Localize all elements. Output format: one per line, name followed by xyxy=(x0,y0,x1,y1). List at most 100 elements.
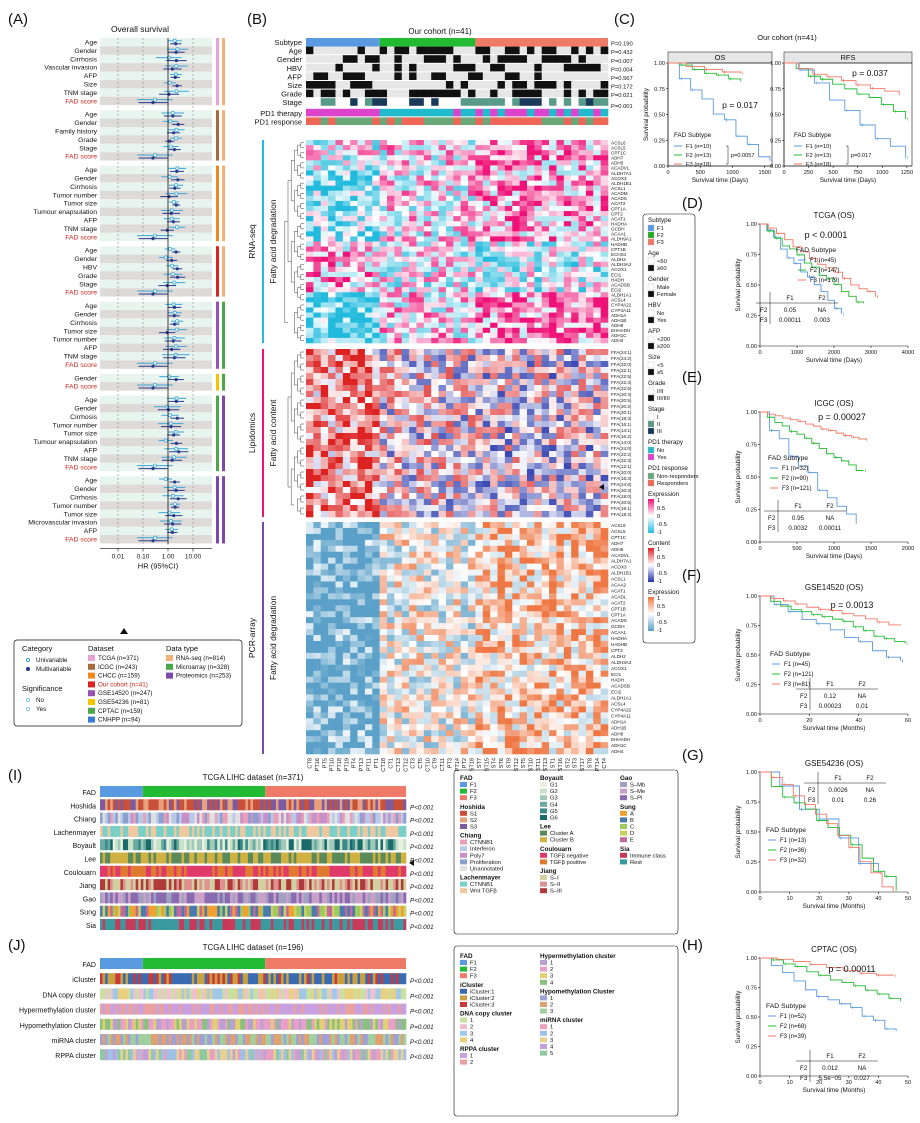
annot-cell xyxy=(431,46,439,55)
pcr-cell xyxy=(475,640,484,648)
rna-cell xyxy=(593,302,601,308)
forest-row-bg xyxy=(100,454,212,463)
rna-cell xyxy=(372,170,380,176)
rna-cell xyxy=(372,155,380,161)
forest-row-bg xyxy=(100,484,212,493)
lipid-cell xyxy=(526,481,535,488)
rna-cell xyxy=(394,180,403,186)
rna-cell xyxy=(571,170,579,176)
lipid-cell xyxy=(563,349,572,356)
annot-cell xyxy=(571,117,579,125)
rna-cell xyxy=(372,297,380,303)
annot-cell xyxy=(320,89,329,98)
pcr-cell xyxy=(364,629,373,636)
lipid-cell xyxy=(313,367,322,374)
pcr-cell xyxy=(350,676,358,683)
pcr-cell xyxy=(504,706,513,713)
lipid-cell xyxy=(372,505,380,512)
rna-cell xyxy=(350,246,358,252)
annot-cell xyxy=(364,72,373,80)
lipid-cell xyxy=(423,439,432,446)
annot-cell xyxy=(320,108,329,117)
lipid-cell xyxy=(556,487,565,494)
pcr-cell xyxy=(342,611,351,618)
rna-cell xyxy=(445,195,454,202)
rna-cell xyxy=(372,337,380,344)
rna-cell xyxy=(335,216,344,222)
rna-cell xyxy=(438,322,447,329)
pcr-cell xyxy=(350,575,358,582)
rna-cell xyxy=(504,231,513,237)
rna-cell xyxy=(372,175,380,181)
pcr-cell xyxy=(320,569,329,576)
rna-cell xyxy=(342,317,351,323)
pcr-cell xyxy=(593,587,601,594)
rna-cell xyxy=(409,170,417,176)
lipid-cell xyxy=(571,511,579,518)
rna-cell xyxy=(556,241,565,247)
rna-cell xyxy=(526,246,535,252)
lipid-cell xyxy=(306,349,314,356)
lipid-cell xyxy=(438,427,447,434)
lipid-cell xyxy=(504,493,513,500)
dataset-bar xyxy=(216,476,219,544)
rna-cell xyxy=(401,277,410,283)
rna-cell xyxy=(453,332,461,339)
rna-cell xyxy=(585,322,594,329)
rna-cell xyxy=(600,251,609,258)
pcr-cell xyxy=(482,575,491,582)
rna-cell xyxy=(549,307,557,313)
pcr-cell xyxy=(445,539,454,547)
hr-point xyxy=(152,463,157,468)
pcr-cell xyxy=(593,539,601,547)
pcr-cell xyxy=(490,694,498,701)
lipid-cell xyxy=(342,391,351,398)
rna-cell xyxy=(490,160,498,166)
pcr-cell xyxy=(490,539,498,547)
lipid-cell xyxy=(445,505,454,512)
lipid-cell xyxy=(320,463,329,470)
rna-cell xyxy=(350,236,358,242)
pcr-cell xyxy=(541,569,550,576)
lipid-cell xyxy=(416,439,425,446)
pcr-cell xyxy=(438,611,447,618)
rna-cell xyxy=(504,271,513,278)
rna-cell xyxy=(387,185,395,192)
rna-cell xyxy=(379,205,388,212)
annot-cell xyxy=(409,81,417,89)
annot-cell xyxy=(372,89,380,98)
pcr-cell xyxy=(350,581,358,588)
rna-cell xyxy=(357,175,366,181)
lipid-cell xyxy=(394,415,403,422)
pcr-cell xyxy=(512,533,520,541)
pcr-cell xyxy=(306,706,314,713)
rna-cell xyxy=(387,175,395,181)
pcr-cell xyxy=(556,694,565,701)
pcr-cell xyxy=(549,611,557,618)
annot-cell xyxy=(328,117,336,125)
rna-cell xyxy=(541,241,550,247)
lipid-cell xyxy=(453,355,461,362)
annot-cell xyxy=(549,117,557,125)
rna-cell xyxy=(438,205,447,212)
rna-cell xyxy=(460,282,469,288)
pcr-cell xyxy=(460,682,469,689)
row-label: ADH7 xyxy=(611,156,624,161)
forest-row-label: Size xyxy=(84,82,97,89)
pcr-cell xyxy=(357,545,366,553)
pcr-cell xyxy=(578,569,587,576)
lipid-cell xyxy=(364,511,373,518)
lipid-cell xyxy=(534,505,543,512)
pcr-cell xyxy=(379,593,388,600)
pcr-cell xyxy=(357,581,366,588)
hr-point xyxy=(151,237,155,241)
pcr-cell xyxy=(468,593,476,600)
rna-cell xyxy=(306,251,314,258)
lipid-cell xyxy=(460,391,469,398)
pcr-cell xyxy=(512,688,520,695)
rna-cell xyxy=(563,221,572,227)
rna-cell xyxy=(556,231,565,237)
pcr-cell xyxy=(423,682,432,689)
lipid-cell xyxy=(482,433,491,440)
pcr-cell xyxy=(519,551,528,558)
